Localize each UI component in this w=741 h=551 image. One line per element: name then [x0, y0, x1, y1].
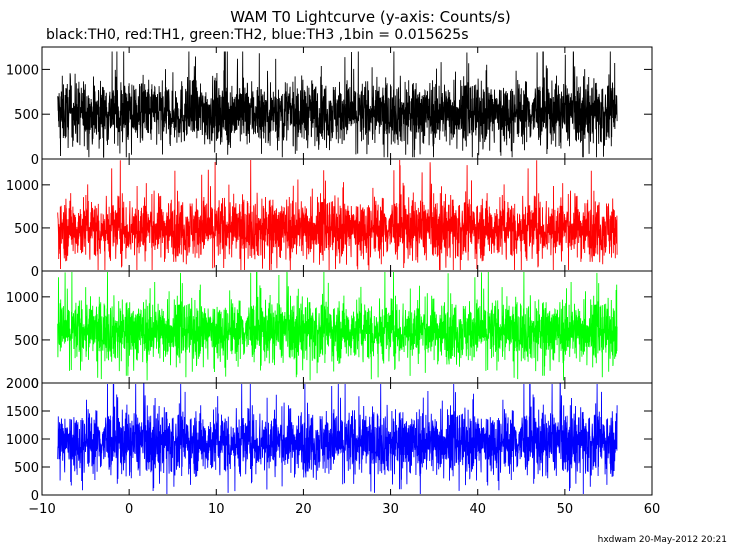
- y-tick-label: 1500: [6, 405, 39, 420]
- x-tick-label: 60: [644, 502, 661, 517]
- y-tick-label: 1000: [6, 291, 39, 306]
- chart-title: WAM T0 Lightcurve (y-axis: Counts/s): [230, 8, 511, 26]
- series-th2: [57, 271, 618, 381]
- y-tick-label: 0: [31, 489, 39, 504]
- x-tick-label: 40: [469, 502, 486, 517]
- y-tick-label: 500: [14, 461, 39, 476]
- x-tick-label: −10: [28, 502, 55, 517]
- x-tick-label: 50: [557, 502, 574, 517]
- y-tick-label: 1000: [6, 179, 39, 194]
- y-tick-label: 1000: [6, 63, 39, 78]
- series-th0: [57, 51, 618, 158]
- y-tick-label: 1000: [6, 433, 39, 448]
- series-th3: [57, 383, 618, 495]
- y-tick-label: 0: [31, 153, 39, 168]
- y-tick-label: 2000: [6, 377, 39, 392]
- y-tick-label: 0: [31, 377, 39, 392]
- x-tick-label: 30: [382, 502, 399, 517]
- x-tick-label: 0: [125, 502, 133, 517]
- y-tick-label: 500: [14, 222, 39, 237]
- x-tick-label: 10: [208, 502, 225, 517]
- series-th1: [57, 159, 618, 271]
- y-tick-label: 0: [31, 265, 39, 280]
- y-tick-label: 500: [14, 108, 39, 123]
- y-tick-label: 500: [14, 334, 39, 349]
- x-tick-label: 20: [295, 502, 312, 517]
- footer-stamp: hxdwam 20-May-2012 20:21: [597, 535, 727, 545]
- chart-subtitle: black:TH0, red:TH1, green:TH2, blue:TH3 …: [46, 27, 469, 43]
